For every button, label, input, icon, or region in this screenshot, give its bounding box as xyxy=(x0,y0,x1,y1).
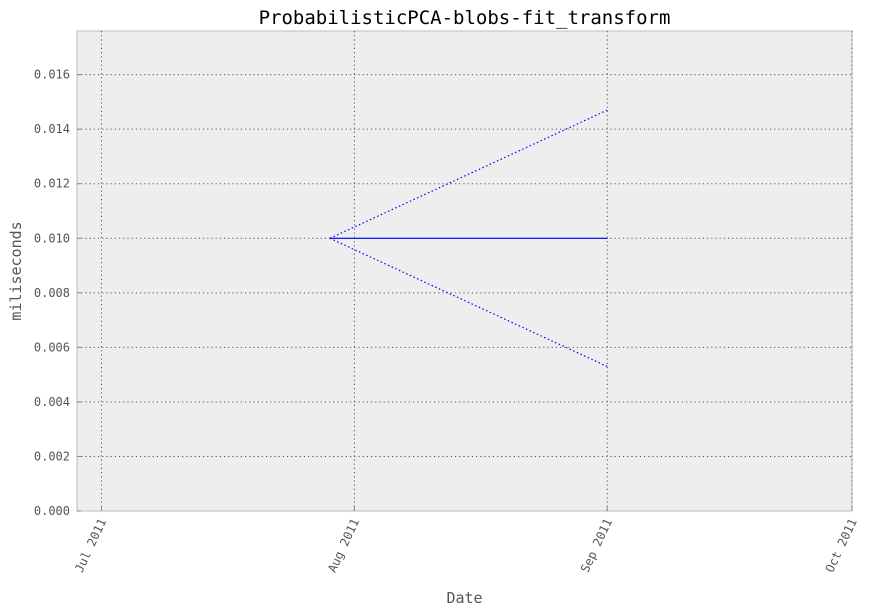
y-tick-label: 0.002 xyxy=(34,449,70,463)
plot-area xyxy=(76,30,853,512)
x-tick-label: Jul 2011 xyxy=(72,516,109,574)
y-tick-label: 0.010 xyxy=(34,231,70,245)
x-tick-label: Sep 2011 xyxy=(578,516,615,574)
series-lines xyxy=(329,109,608,368)
y-tick-label: 0.006 xyxy=(34,340,70,354)
series-line-2 xyxy=(329,237,608,368)
x-tick-label: Oct 2011 xyxy=(823,516,860,574)
grid-lines xyxy=(77,31,853,511)
y-tick-label: 0.004 xyxy=(34,395,70,409)
chart-title: ProbabilisticPCA-blobs-fit_transform xyxy=(259,7,671,29)
y-tick-label: 0.014 xyxy=(34,122,70,136)
x-axis-label: Date xyxy=(446,589,482,607)
y-axis-label: miliseconds xyxy=(7,221,25,320)
y-tick-label: 0.000 xyxy=(34,504,70,518)
y-tick-label: 0.008 xyxy=(34,286,70,300)
y-tick-label: 0.012 xyxy=(34,177,70,191)
x-tick-label: Aug 2011 xyxy=(325,516,362,574)
series-line-1 xyxy=(329,109,608,239)
y-tick-label: 0.016 xyxy=(34,68,70,82)
